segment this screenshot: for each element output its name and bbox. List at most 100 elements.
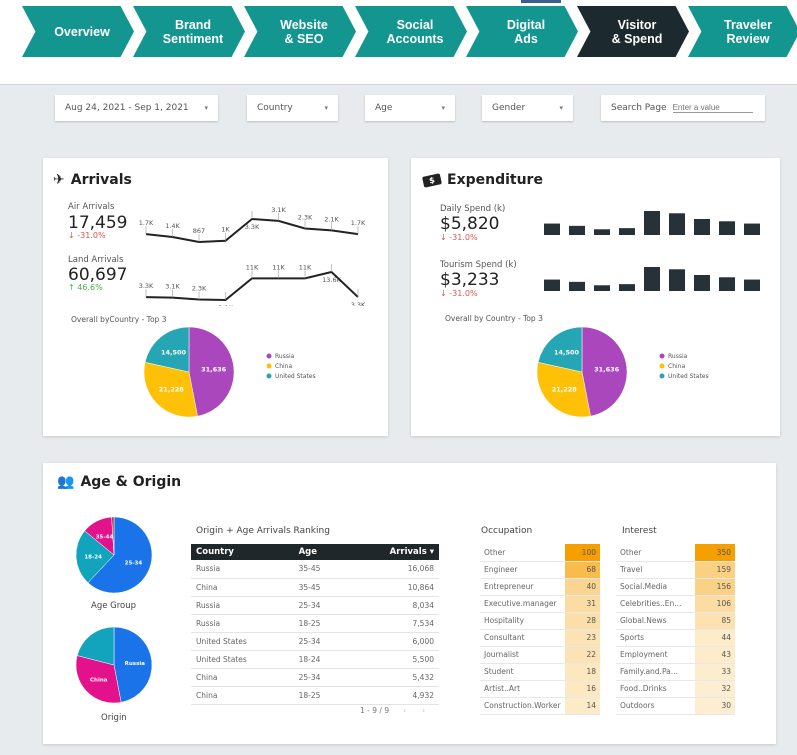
- table-row: Entrepreneur 40: [480, 578, 600, 596]
- arrivals-pie-title: Overall byCountry - Top 3: [71, 315, 167, 324]
- column-header[interactable]: Country: [191, 544, 294, 560]
- column-header[interactable]: Arrivals ▾: [347, 544, 439, 560]
- value-cell: 106: [695, 595, 735, 613]
- pie-slice[interactable]: [144, 326, 190, 373]
- pie-slice[interactable]: [536, 361, 591, 418]
- search-page-input[interactable]: [672, 103, 753, 113]
- table-row: Outdoors 30: [616, 697, 735, 715]
- land-arrivals-delta: ↑ 46.6%: [68, 283, 103, 292]
- sparkline-label: 867: [193, 227, 205, 235]
- table-row: Food..Drinks 32: [616, 680, 735, 698]
- sparkline-label: 1.7K: [139, 219, 154, 227]
- next-page-icon[interactable]: ›: [422, 706, 426, 715]
- value-cell: 16: [564, 680, 600, 698]
- country-filter[interactable]: Country ▾: [247, 95, 338, 121]
- tourism-spend-value: $3,233: [440, 270, 500, 290]
- column-header[interactable]: Age: [293, 544, 348, 560]
- pie-slice[interactable]: [111, 516, 115, 556]
- pie-slice-label: 14,500: [161, 349, 187, 357]
- table-row: Artist..Art 16: [480, 680, 600, 698]
- pie-slice[interactable]: [75, 655, 122, 704]
- sparkline-label: 1K: [221, 226, 230, 234]
- interest-table: Other 350 Travel 159 Social.Media 156 Celebrit…: [616, 544, 735, 715]
- table-row: China 35-45 10,864: [191, 578, 439, 597]
- tab-social[interactable]: Social Accounts: [355, 6, 467, 57]
- date-range-filter[interactable]: Aug 24, 2021 - Sep 1, 2021 ▾: [55, 95, 218, 121]
- value-cell: 23: [564, 629, 600, 647]
- value-cell: 14: [564, 697, 600, 715]
- pie-slice[interactable]: [581, 326, 628, 417]
- table-cell: 25-34: [293, 596, 348, 615]
- table-cell: China: [191, 668, 294, 687]
- table-cell: China: [191, 578, 294, 597]
- category-cell: Global.News: [616, 612, 695, 630]
- pager: 1 - 9 / 9 ‹ ›: [360, 706, 425, 715]
- sparkline-label: 3.3K: [139, 282, 154, 290]
- sparkline-label: 2.3K: [298, 213, 313, 221]
- land-arrivals-label: Land Arrivals: [68, 255, 124, 265]
- pie-slice[interactable]: [113, 626, 153, 703]
- age-filter[interactable]: Age ▾: [365, 95, 455, 121]
- tab-visitor[interactable]: Visitor & Spend: [577, 6, 689, 57]
- pie-slice[interactable]: [143, 361, 198, 418]
- expenditure-title-text: Expenditure: [447, 172, 543, 188]
- sparkline-label: 3.1K: [165, 283, 180, 291]
- table-row: Journalist 22: [480, 646, 600, 664]
- spend-bar: [744, 279, 760, 291]
- search-page-control: Search Page: [601, 95, 765, 121]
- pie-slice[interactable]: [76, 626, 115, 666]
- value-cell: 30: [695, 697, 735, 715]
- pie-slice[interactable]: [87, 516, 153, 594]
- tab-overview[interactable]: Overview: [22, 6, 134, 57]
- tab-digital[interactable]: Digital Ads: [466, 6, 578, 57]
- tab-brand[interactable]: Brand Sentiment: [133, 6, 245, 57]
- legend-label: United States: [668, 373, 709, 380]
- category-cell: Hospitality: [480, 612, 565, 630]
- age-origin-title-text: Age & Origin: [80, 474, 182, 490]
- tab-website[interactable]: Website & SEO: [244, 6, 356, 57]
- value-cell: 32: [695, 680, 735, 698]
- table-cell: 35-45: [293, 560, 348, 579]
- pie-slice[interactable]: [537, 326, 583, 373]
- spend-bar: [569, 225, 585, 235]
- pie-slice-label: 21,228: [159, 385, 185, 393]
- land-arrivals-value: 60,697: [68, 265, 128, 285]
- table-row: Other 350: [616, 544, 735, 562]
- tab-traveler[interactable]: Traveler Review: [688, 6, 797, 57]
- table-cell: 25-34: [293, 668, 348, 687]
- airplane-icon: ✈: [53, 172, 65, 188]
- arrivals-country-pie: 31,636 21,228 14,500 Russia China United Stat…: [143, 326, 316, 418]
- spend-bar: [694, 275, 710, 291]
- table-cell: 18-25: [293, 686, 348, 705]
- table-cell: Russia: [191, 596, 294, 615]
- pie-slice-label: China: [90, 677, 108, 683]
- sparkline-label: 13.6K: [322, 276, 341, 284]
- origin-label: Origin: [101, 713, 127, 723]
- category-cell: Entrepreneur: [480, 578, 565, 596]
- table-cell: 35-45: [293, 578, 348, 597]
- legend-swatch: [659, 363, 665, 369]
- spend-bar: [644, 211, 660, 235]
- age-group-label: Age Group: [91, 601, 137, 611]
- value-cell: 43: [695, 646, 735, 664]
- table-cell: 25-34: [293, 632, 348, 651]
- pie-slice[interactable]: [188, 326, 235, 417]
- spend-bar: [669, 213, 685, 235]
- table-cell: 5,500: [347, 650, 439, 669]
- spend-bar: [544, 279, 560, 291]
- table-row: Consultant 23: [480, 629, 600, 647]
- pie-slice[interactable]: [75, 530, 115, 584]
- table-row: United States 25-34 6,000: [191, 632, 439, 651]
- air-arrivals-value: 17,459: [68, 213, 128, 233]
- table-row: Sports 44: [616, 629, 735, 647]
- sparkline-label: 11K: [272, 263, 285, 271]
- prev-page-icon[interactable]: ‹: [403, 706, 407, 715]
- sparkline-label: 1.4K: [165, 222, 180, 230]
- table-cell: 4,932: [347, 686, 439, 705]
- dropdown-arrow-icon: ▾: [324, 104, 328, 112]
- sparkline-path: [145, 270, 359, 302]
- table-cell: United States: [191, 632, 294, 651]
- value-cell: 18: [564, 663, 600, 681]
- gender-filter[interactable]: Gender ▾: [482, 95, 573, 121]
- spend-bar: [744, 223, 760, 235]
